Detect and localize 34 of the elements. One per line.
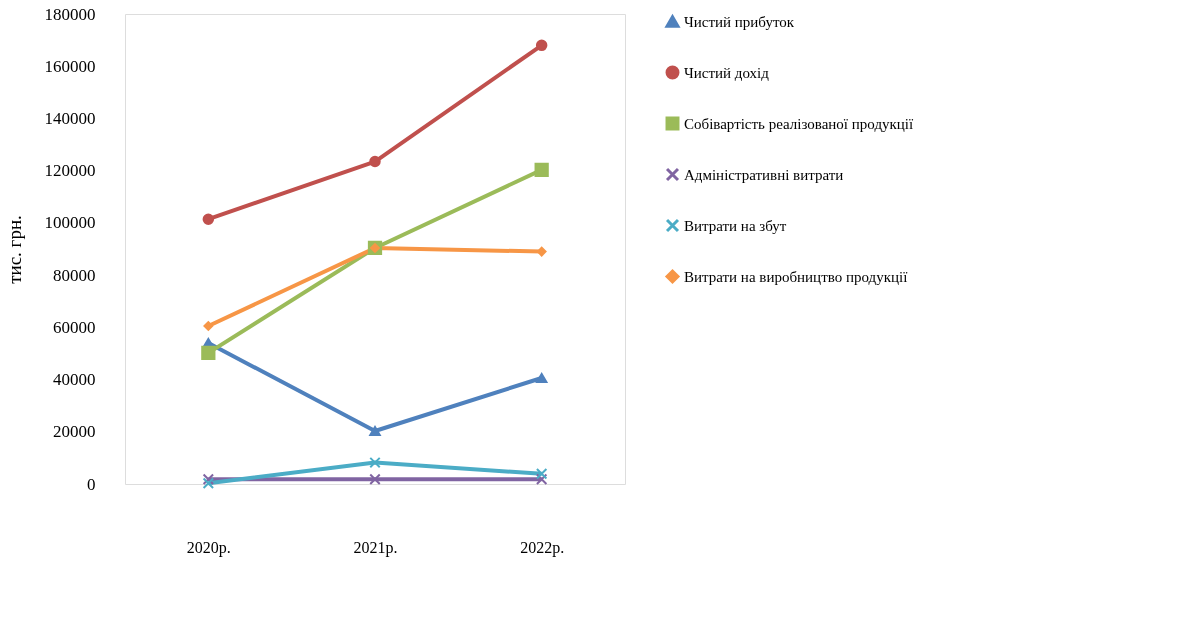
legend-label: Чистий дохід: [684, 64, 770, 81]
point: [535, 39, 548, 52]
x-tick-label: 2020р.: [186, 538, 231, 557]
y-axis-title: тис. грн.: [3, 215, 25, 284]
point: [535, 372, 548, 384]
legend-label: Чистий прибуток: [684, 13, 795, 30]
x-tick-label: 2022р.: [520, 538, 565, 557]
y-tick-label: 20000: [53, 422, 96, 442]
legend-label: Витрати на збут: [684, 217, 787, 234]
y-tick-label: 40000: [53, 370, 96, 390]
x-tick-label: 2021р.: [353, 538, 398, 557]
y-tick-label: 60000: [53, 317, 96, 337]
point: [369, 473, 381, 486]
point: [369, 456, 381, 469]
point: [202, 213, 215, 225]
point: [201, 345, 216, 361]
legend-label: Адміністративні витрати: [684, 166, 844, 183]
legend-label: Витрати на виробництво продукції: [684, 268, 909, 285]
point: [369, 155, 381, 168]
point: [202, 477, 215, 489]
y-tick-label: 80000: [53, 265, 96, 285]
point: [369, 425, 381, 437]
y-tick-label: 0: [87, 474, 96, 494]
y-tick-label: 180000: [44, 4, 96, 24]
y-tick-label: 100000: [44, 213, 96, 233]
y-tick-label: 140000: [44, 108, 96, 128]
point: [534, 162, 549, 178]
point: [202, 473, 215, 486]
y-tick-label: 160000: [44, 56, 96, 76]
point: [535, 468, 548, 480]
point: [203, 321, 214, 331]
point: [535, 473, 548, 486]
y-tick-label: 120000: [44, 161, 96, 181]
legend-label: Собівартість реалізованої продукції: [684, 115, 914, 132]
